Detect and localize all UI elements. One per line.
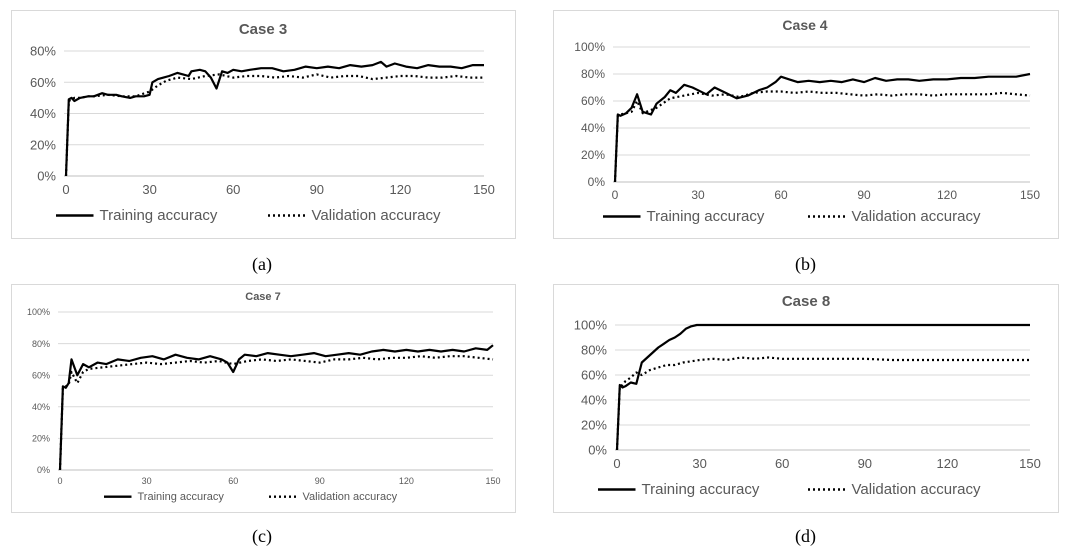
y-tick-label: 20%	[581, 418, 607, 433]
validation-accuracy-line	[615, 356, 1030, 451]
x-tick-label: 0	[57, 476, 62, 486]
y-tick-label: 60%	[32, 370, 50, 380]
legend-label: Training accuracy	[100, 207, 218, 224]
chart-title: Case 4	[782, 17, 827, 33]
chart-frame	[553, 10, 1059, 239]
training-accuracy-line	[64, 60, 484, 177]
y-tick-label: 60%	[581, 94, 605, 108]
chart-title: Case 8	[782, 293, 830, 310]
y-tick-label: 0%	[588, 175, 606, 189]
y-tick-label: 0%	[588, 443, 607, 458]
y-tick-label: 20%	[581, 148, 605, 162]
legend-label: Validation accuracy	[852, 481, 981, 498]
y-tick-label: 100%	[574, 40, 605, 54]
x-tick-label: 60	[775, 456, 789, 471]
training-accuracy-line	[613, 72, 1031, 183]
legend-label: Training accuracy	[642, 481, 760, 498]
x-tick-label: 0	[612, 188, 619, 202]
legend-label: Validation accuracy	[303, 491, 398, 503]
legend-label: Training accuracy	[647, 208, 765, 225]
y-tick-label: 20%	[30, 137, 56, 152]
x-tick-label: 30	[142, 182, 156, 197]
chart-caption: (d)	[795, 526, 816, 546]
x-tick-label: 90	[858, 456, 872, 471]
x-tick-label: 120	[937, 188, 957, 202]
x-tick-label: 90	[315, 476, 325, 486]
validation-accuracy-line	[64, 73, 484, 177]
x-tick-label: 120	[390, 182, 412, 197]
y-tick-label: 80%	[32, 339, 50, 349]
x-tick-label: 60	[228, 476, 238, 486]
y-tick-label: 80%	[581, 67, 605, 81]
chart-frame	[11, 284, 516, 513]
y-tick-label: 100%	[27, 307, 50, 317]
x-tick-label: 120	[937, 456, 959, 471]
x-tick-label: 150	[473, 182, 495, 197]
y-tick-label: 60%	[30, 75, 56, 90]
x-tick-label: 0	[613, 456, 620, 471]
y-tick-label: 0%	[37, 169, 56, 184]
y-tick-label: 40%	[581, 121, 605, 135]
training-accuracy-line	[615, 323, 1030, 451]
x-tick-label: 60	[774, 188, 788, 202]
x-tick-label: 120	[399, 476, 414, 486]
x-tick-label: 60	[226, 182, 240, 197]
chart-frame	[553, 284, 1059, 513]
validation-accuracy-line	[613, 90, 1031, 183]
y-tick-label: 20%	[32, 434, 50, 444]
y-tick-label: 0%	[37, 465, 50, 475]
chart-caption: (c)	[252, 526, 272, 546]
chart-frame	[11, 10, 516, 239]
y-tick-label: 100%	[574, 318, 608, 333]
x-tick-label: 30	[692, 456, 706, 471]
x-tick-label: 150	[1020, 188, 1040, 202]
x-tick-label: 30	[142, 476, 152, 486]
x-tick-label: 0	[62, 182, 69, 197]
y-tick-label: 40%	[32, 402, 50, 412]
chart-title: Case 7	[245, 291, 280, 303]
x-tick-label: 150	[485, 476, 500, 486]
y-tick-label: 80%	[30, 44, 56, 59]
y-tick-label: 60%	[581, 368, 607, 383]
chart-caption: (a)	[252, 254, 272, 274]
y-tick-label: 80%	[581, 343, 607, 358]
x-tick-label: 90	[857, 188, 871, 202]
legend-label: Validation accuracy	[312, 207, 441, 224]
legend-label: Training accuracy	[138, 491, 225, 503]
validation-accuracy-line	[58, 355, 494, 471]
chart-caption: (b)	[795, 254, 816, 274]
y-tick-label: 40%	[30, 106, 56, 121]
legend-label: Validation accuracy	[852, 208, 981, 225]
x-tick-label: 150	[1019, 456, 1041, 471]
x-tick-label: 30	[691, 188, 705, 202]
training-accuracy-line	[58, 344, 494, 471]
y-tick-label: 40%	[581, 393, 607, 408]
chart-title: Case 3	[239, 21, 287, 38]
x-tick-label: 90	[310, 182, 324, 197]
